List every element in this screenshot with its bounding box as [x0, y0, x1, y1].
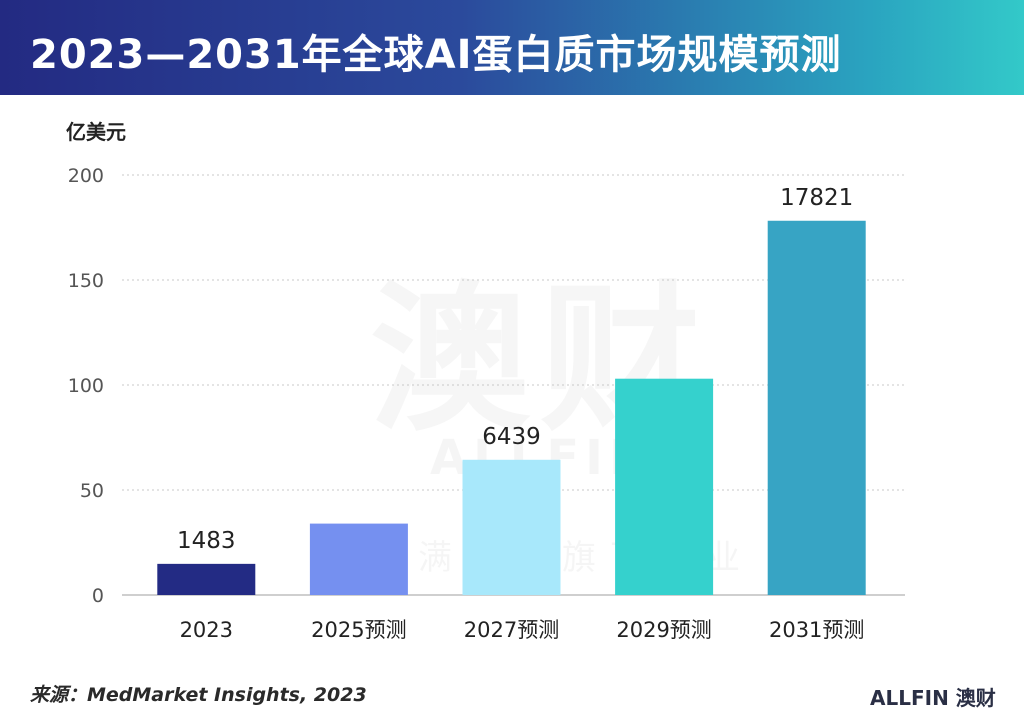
x-tick-label: 2029预测 [616, 618, 711, 642]
x-tick-label: 2031预测 [769, 618, 864, 642]
data-label: 1483 [177, 528, 236, 554]
page-title: 2023—2031年全球AI蛋白质市场规模预测 [30, 32, 842, 78]
bar [462, 459, 561, 595]
bar [615, 378, 714, 595]
title-banner: 2023—2031年全球AI蛋白质市场规模预测 [0, 0, 1024, 95]
y-tick-label: 0 [92, 585, 104, 607]
x-tick-label: 2023 [180, 618, 233, 642]
y-tick-label: 150 [68, 270, 104, 292]
bar [309, 523, 408, 595]
x-tick-label: 2027预测 [464, 618, 559, 642]
source-note: 来源：MedMarket Insights, 2023 [30, 684, 367, 706]
bar-chart: 0 50 100 150 200 2023 1483 2025预测 2027预测 6439 2029… [68, 165, 905, 642]
data-label: 17821 [780, 185, 853, 211]
y-axis-unit-label: 亿美元 [66, 120, 126, 144]
x-tick-label: 2025预测 [311, 618, 406, 642]
y-tick-label: 200 [68, 165, 104, 187]
brand-logo: ALLFIN 澳财 [870, 686, 996, 710]
y-tick-label: 50 [80, 480, 104, 502]
data-label: 6439 [482, 424, 541, 450]
bar [157, 563, 256, 595]
y-tick-label: 100 [68, 375, 104, 397]
bar [767, 220, 866, 595]
